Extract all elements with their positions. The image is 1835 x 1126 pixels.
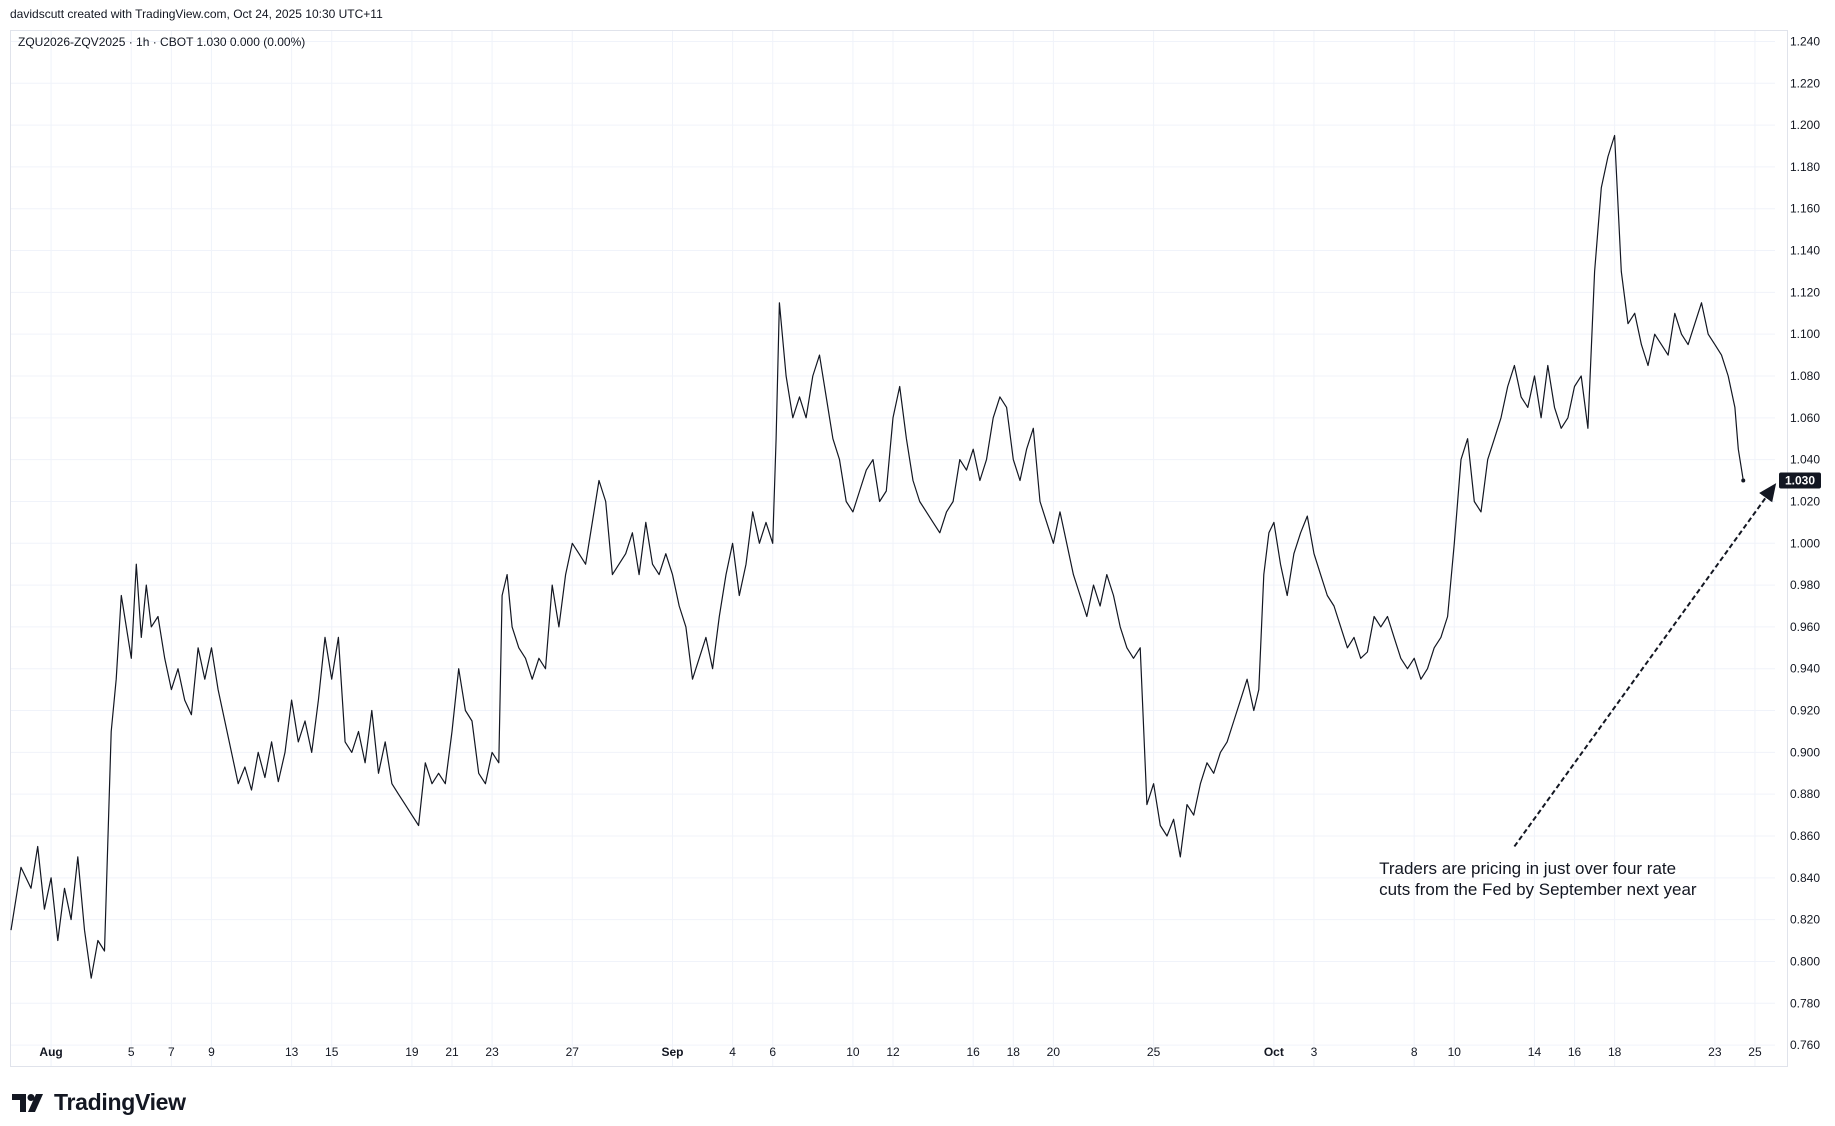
x-tick-label: 18 (1007, 1045, 1021, 1059)
x-tick-label: 9 (208, 1045, 215, 1059)
last-price-label: 1.030 (1785, 474, 1815, 488)
x-tick-label: 12 (886, 1045, 900, 1059)
x-tick-label: 10 (1448, 1045, 1462, 1059)
y-tick-label: 1.140 (1790, 244, 1820, 258)
y-tick-label: 1.100 (1790, 327, 1820, 341)
x-tick-label: 18 (1608, 1045, 1622, 1059)
y-tick-label: 0.960 (1790, 620, 1820, 634)
last-price-tag (1779, 472, 1821, 489)
y-tick-label: 0.800 (1790, 954, 1820, 968)
x-tick-label: 21 (445, 1045, 459, 1059)
y-tick-label: 1.180 (1790, 160, 1820, 174)
tradingview-logo-text: TradingView (54, 1089, 186, 1115)
x-tick-label: 3 (1311, 1045, 1318, 1059)
y-tick-label: 1.020 (1790, 494, 1820, 508)
y-tick-label: 0.980 (1790, 578, 1820, 592)
annotation-text-line: Traders are pricing in just over four ra… (1379, 859, 1676, 878)
attribution-text: davidscutt created with TradingView.com,… (10, 7, 383, 21)
chart-legend: ZQU2026-ZQV2025 · 1h · CBOT 1.030 0.000 … (18, 35, 305, 49)
x-tick-label: 25 (1147, 1045, 1161, 1059)
x-tick-label: 27 (566, 1045, 580, 1059)
tradingview-logo[interactable]: TradingView (12, 1089, 186, 1116)
y-tick-label: 0.920 (1790, 704, 1820, 718)
trend-arrow-annotation (1513, 483, 1777, 848)
y-tick-label: 1.080 (1790, 369, 1820, 383)
y-tick-label: 0.940 (1790, 662, 1820, 676)
x-tick-label: 23 (485, 1045, 499, 1059)
x-tick-label: Aug (39, 1045, 62, 1059)
x-tick-label: 25 (1748, 1045, 1762, 1059)
y-tick-label: 1.160 (1790, 202, 1820, 216)
x-tick-label: 20 (1047, 1045, 1061, 1059)
x-tick-label: 16 (967, 1045, 981, 1059)
y-tick-label: 0.760 (1790, 1038, 1820, 1052)
x-tick-label: 23 (1708, 1045, 1722, 1059)
x-tick-label: Sep (661, 1045, 683, 1059)
x-tick-label: 4 (729, 1045, 736, 1059)
tradingview-logo-icon (12, 1093, 43, 1112)
y-tick-label: 1.220 (1790, 76, 1820, 90)
y-tick-label: 1.200 (1790, 118, 1820, 132)
y-tick-label: 1.000 (1790, 536, 1820, 550)
y-tick-label: 0.820 (1790, 913, 1820, 927)
price-series-line (10, 134, 1744, 979)
y-tick-label: 0.840 (1790, 871, 1820, 885)
y-tick-label: 1.120 (1790, 285, 1820, 299)
x-tick-label: Oct (1264, 1045, 1284, 1059)
x-tick-label: 10 (846, 1045, 860, 1059)
y-tick-label: 1.060 (1790, 411, 1820, 425)
x-tick-label: 19 (405, 1045, 419, 1059)
x-tick-label: 7 (168, 1045, 175, 1059)
y-tick-label: 0.780 (1790, 996, 1820, 1010)
y-tick-label: 0.880 (1790, 787, 1820, 801)
chart-frame (10, 30, 1788, 1067)
y-tick-label: 1.240 (1790, 34, 1820, 48)
x-tick-label: 13 (285, 1045, 299, 1059)
x-tick-label: 16 (1568, 1045, 1582, 1059)
x-tick-label: 15 (325, 1045, 339, 1059)
last-price-dot (1741, 478, 1746, 483)
x-tick-label: 8 (1411, 1045, 1418, 1059)
annotation-text-line: cuts from the Fed by September next year (1379, 880, 1697, 899)
y-tick-label: 0.900 (1790, 745, 1820, 759)
x-tick-label: 5 (128, 1045, 135, 1059)
y-tick-label: 0.860 (1790, 829, 1820, 843)
x-tick-label: 14 (1528, 1045, 1542, 1059)
x-tick-label: 6 (769, 1045, 776, 1059)
y-tick-label: 1.040 (1790, 453, 1820, 467)
